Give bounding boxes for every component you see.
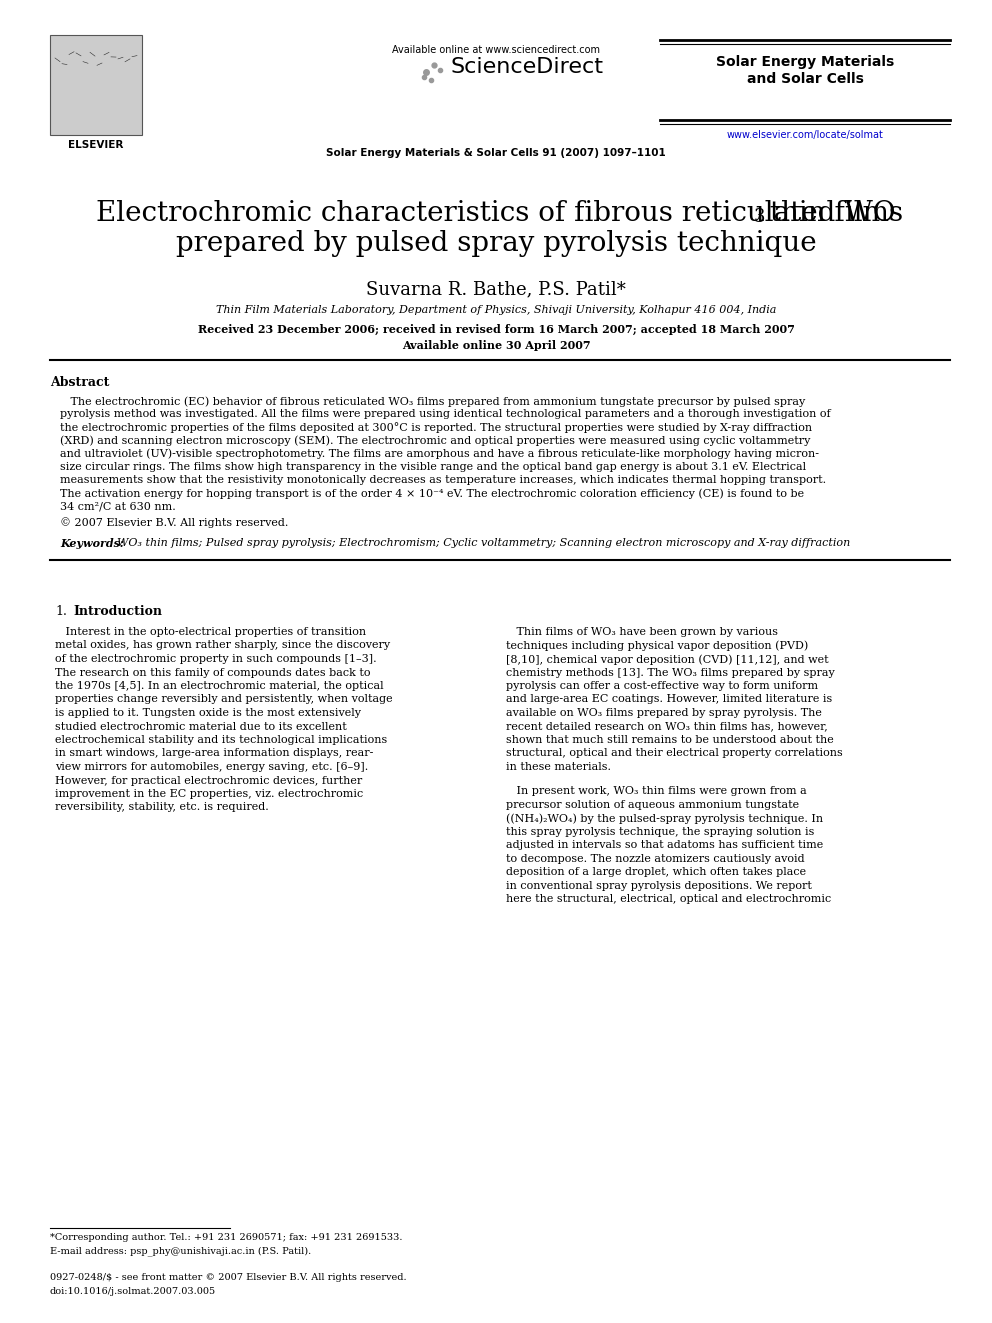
Text: adjusted in intervals so that adatoms has sufficient time: adjusted in intervals so that adatoms ha… (506, 840, 823, 851)
Text: ELSEVIER: ELSEVIER (68, 140, 124, 149)
FancyBboxPatch shape (50, 34, 142, 135)
Text: The research on this family of compounds dates back to: The research on this family of compounds… (55, 668, 370, 677)
Text: WO₃ thin films; Pulsed spray pyrolysis; Electrochromism; Cyclic voltammetry; Sca: WO₃ thin films; Pulsed spray pyrolysis; … (117, 538, 850, 548)
Text: shown that much still remains to be understood about the: shown that much still remains to be unde… (506, 736, 833, 745)
Text: here the structural, electrical, optical and electrochromic: here the structural, electrical, optical… (506, 894, 831, 905)
Text: chemistry methods [13]. The WO₃ films prepared by spray: chemistry methods [13]. The WO₃ films pr… (506, 668, 834, 677)
Text: 3: 3 (754, 208, 766, 226)
Text: Suvarna R. Bathe, P.S. Patil*: Suvarna R. Bathe, P.S. Patil* (366, 280, 626, 298)
Text: (XRD) and scanning electron microscopy (SEM). The electrochromic and optical pro: (XRD) and scanning electron microscopy (… (60, 435, 810, 446)
Text: in smart windows, large-area information displays, rear-: in smart windows, large-area information… (55, 749, 373, 758)
Text: the 1970s [4,5]. In an electrochromic material, the optical: the 1970s [4,5]. In an electrochromic ma… (55, 681, 384, 691)
Text: is applied to it. Tungsten oxide is the most extensively: is applied to it. Tungsten oxide is the … (55, 708, 361, 718)
Text: However, for practical electrochromic devices, further: However, for practical electrochromic de… (55, 775, 362, 786)
Text: Solar Energy Materials & Solar Cells 91 (2007) 1097–1101: Solar Energy Materials & Solar Cells 91 … (326, 148, 666, 157)
Text: and large-area EC coatings. However, limited literature is: and large-area EC coatings. However, lim… (506, 695, 832, 705)
Text: E-mail address: psp_phy@unishivaji.ac.in (P.S. Patil).: E-mail address: psp_phy@unishivaji.ac.in… (50, 1246, 311, 1256)
Text: improvement in the EC properties, viz. electrochromic: improvement in the EC properties, viz. e… (55, 789, 363, 799)
Text: studied electrochromic material due to its excellent: studied electrochromic material due to i… (55, 721, 347, 732)
Text: in conventional spray pyrolysis depositions. We report: in conventional spray pyrolysis depositi… (506, 881, 811, 890)
Text: Abstract: Abstract (50, 376, 109, 389)
Text: and Solar Cells: and Solar Cells (747, 71, 863, 86)
Text: The activation energy for hopping transport is of the order 4 × 10⁻⁴ eV. The ele: The activation energy for hopping transp… (60, 488, 805, 499)
Text: available on WO₃ films prepared by spray pyrolysis. The: available on WO₃ films prepared by spray… (506, 708, 822, 718)
Text: reversibility, stability, etc. is required.: reversibility, stability, etc. is requir… (55, 803, 269, 812)
Text: www.elsevier.com/locate/solmat: www.elsevier.com/locate/solmat (726, 130, 884, 140)
Text: metal oxides, has grown rather sharply, since the discovery: metal oxides, has grown rather sharply, … (55, 640, 390, 651)
Text: electrochemical stability and its technological implications: electrochemical stability and its techno… (55, 736, 387, 745)
Text: in these materials.: in these materials. (506, 762, 611, 773)
Text: ScienceDirect: ScienceDirect (451, 57, 604, 77)
Text: recent detailed research on WO₃ thin films has, however,: recent detailed research on WO₃ thin fil… (506, 721, 827, 732)
Text: Available online 30 April 2007: Available online 30 April 2007 (402, 340, 590, 351)
Text: properties change reversibly and persistently, when voltage: properties change reversibly and persist… (55, 695, 393, 705)
Text: structural, optical and their electrical property correlations: structural, optical and their electrical… (506, 749, 843, 758)
Text: ((NH₄)₂WO₄) by the pulsed-spray pyrolysis technique. In: ((NH₄)₂WO₄) by the pulsed-spray pyrolysi… (506, 814, 823, 824)
Text: Received 23 December 2006; received in revised form 16 March 2007; accepted 18 M: Received 23 December 2006; received in r… (197, 324, 795, 335)
Text: and ultraviolet (UV)-visible spectrophotometry. The films are amorphous and have: and ultraviolet (UV)-visible spectrophot… (60, 448, 819, 459)
Text: © 2007 Elsevier B.V. All rights reserved.: © 2007 Elsevier B.V. All rights reserved… (60, 517, 289, 528)
Text: Keywords:: Keywords: (60, 538, 124, 549)
Text: prepared by pulsed spray pyrolysis technique: prepared by pulsed spray pyrolysis techn… (176, 230, 816, 257)
Text: deposition of a large droplet, which often takes place: deposition of a large droplet, which oft… (506, 868, 806, 877)
Text: this spray pyrolysis technique, the spraying solution is: this spray pyrolysis technique, the spra… (506, 827, 814, 837)
Text: [8,10], chemical vapor deposition (CVD) [11,12], and wet: [8,10], chemical vapor deposition (CVD) … (506, 654, 828, 664)
Text: *Corresponding author. Tel.: +91 231 2690571; fax: +91 231 2691533.: *Corresponding author. Tel.: +91 231 269… (50, 1233, 403, 1242)
Text: Thin Film Materials Laboratory, Department of Physics, Shivaji University, Kolha: Thin Film Materials Laboratory, Departme… (216, 306, 776, 315)
Text: Electrochromic characteristics of fibrous reticulated WO: Electrochromic characteristics of fibrou… (96, 200, 896, 228)
Text: 34 cm²/C at 630 nm.: 34 cm²/C at 630 nm. (60, 501, 176, 512)
Text: measurements show that the resistivity monotonically decreases as temperature in: measurements show that the resistivity m… (60, 475, 826, 486)
Text: Thin films of WO₃ have been grown by various: Thin films of WO₃ have been grown by var… (506, 627, 778, 636)
Text: doi:10.1016/j.solmat.2007.03.005: doi:10.1016/j.solmat.2007.03.005 (50, 1287, 216, 1297)
Text: techniques including physical vapor deposition (PVD): techniques including physical vapor depo… (506, 640, 808, 651)
Text: size circular rings. The films show high transparency in the visible range and t: size circular rings. The films show high… (60, 462, 806, 472)
Text: the electrochromic properties of the films deposited at 300°C is reported. The s: the electrochromic properties of the fil… (60, 422, 812, 433)
Text: Solar Energy Materials: Solar Energy Materials (716, 56, 894, 69)
Text: pyrolysis method was investigated. All the films were prepared using identical t: pyrolysis method was investigated. All t… (60, 409, 830, 419)
Text: view mirrors for automobiles, energy saving, etc. [6–9].: view mirrors for automobiles, energy sav… (55, 762, 368, 773)
Text: thin films: thin films (761, 200, 903, 228)
Text: Introduction: Introduction (73, 605, 162, 618)
Text: of the electrochromic property in such compounds [1–3].: of the electrochromic property in such c… (55, 654, 377, 664)
Text: 0927-0248/$ - see front matter © 2007 Elsevier B.V. All rights reserved.: 0927-0248/$ - see front matter © 2007 El… (50, 1273, 407, 1282)
Text: Available online at www.sciencedirect.com: Available online at www.sciencedirect.co… (392, 45, 600, 56)
Text: Interest in the opto-electrical properties of transition: Interest in the opto-electrical properti… (55, 627, 366, 636)
Text: to decompose. The nozzle atomizers cautiously avoid: to decompose. The nozzle atomizers cauti… (506, 853, 805, 864)
Text: pyrolysis can offer a cost-effective way to form uniform: pyrolysis can offer a cost-effective way… (506, 681, 818, 691)
Text: The electrochromic (EC) behavior of fibrous reticulated WO₃ films prepared from : The electrochromic (EC) behavior of fibr… (60, 396, 806, 406)
Text: precursor solution of aqueous ammonium tungstate: precursor solution of aqueous ammonium t… (506, 800, 800, 810)
Text: 1.: 1. (55, 605, 66, 618)
Text: In present work, WO₃ thin films were grown from a: In present work, WO₃ thin films were gro… (506, 786, 806, 796)
